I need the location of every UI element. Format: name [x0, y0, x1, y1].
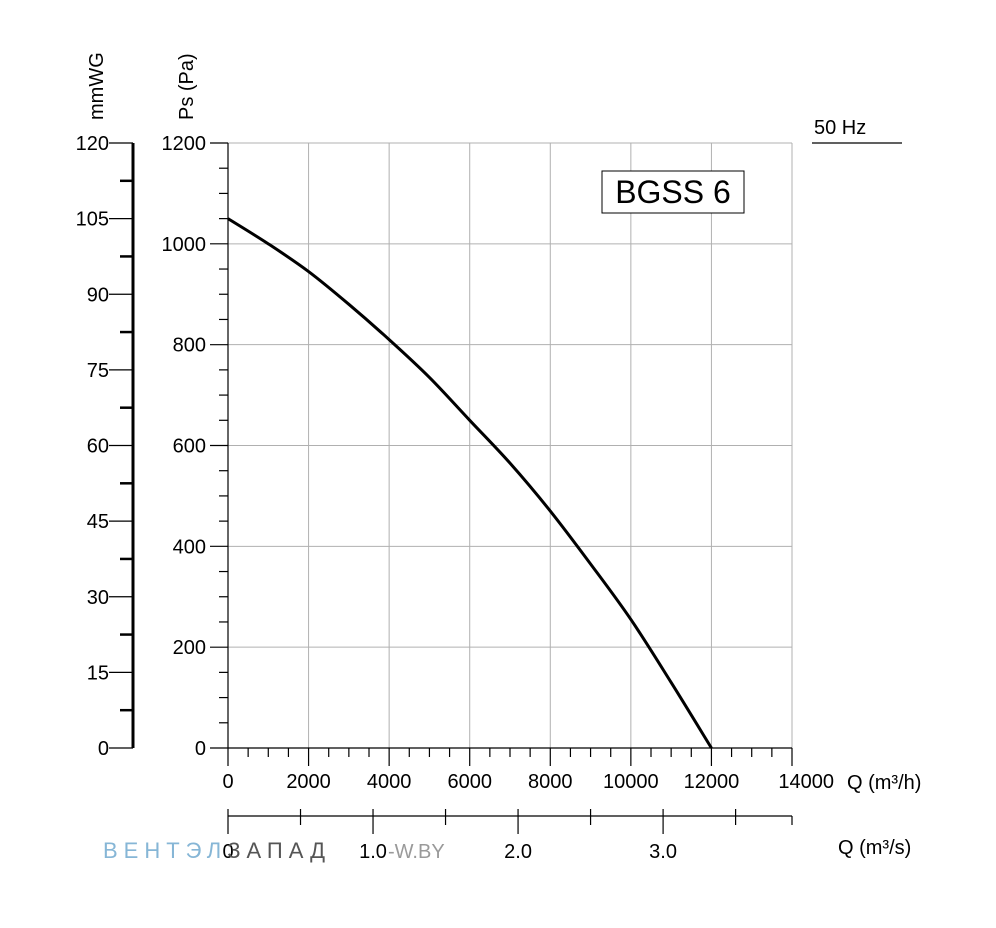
y-secondary-tick-label: 0 — [98, 738, 109, 760]
grid — [227, 142, 793, 749]
x-tick-label: 2000 — [286, 771, 331, 793]
y-secondary-tick-label: 60 — [87, 436, 109, 458]
frequency-label: 50 Hz — [814, 117, 866, 139]
x-tick-label: 10000 — [603, 771, 659, 793]
y-tick-label: 800 — [173, 335, 206, 357]
y-tick-label: 200 — [173, 637, 206, 659]
y-axis-title: Ps (Pa) — [176, 53, 198, 120]
x-tick-label: 0 — [222, 771, 233, 793]
x-tick-label: 4000 — [367, 771, 412, 793]
x-axis-secondary-title: Q (m³/s) — [838, 837, 911, 859]
y-secondary-tick-label: 30 — [87, 587, 109, 609]
y-tick-label: 400 — [173, 536, 206, 558]
y-tick-label: 1000 — [162, 234, 207, 256]
x-secondary-tick-label: 1.0 — [359, 841, 387, 863]
y-secondary-tick-label: 75 — [87, 360, 109, 382]
y-secondary-tick-label: 90 — [87, 284, 109, 306]
tick-labels: 0200400600800100012000153045607590105120… — [76, 133, 834, 863]
x-tick-label: 12000 — [684, 771, 740, 793]
watermark-brand-part1: ВЕНТЭЛ — [103, 838, 227, 863]
model-badge-label: BGSS 6 — [615, 174, 731, 210]
x-axis-title: Q (m³/h) — [847, 772, 921, 794]
series-line-curve — [227, 217, 713, 749]
x-secondary-tick-label: 2.0 — [504, 841, 532, 863]
series — [227, 217, 713, 749]
x-tick-label: 8000 — [528, 771, 573, 793]
y-tick-label: 1200 — [162, 133, 207, 155]
y-axis-secondary-title: mmWG — [86, 52, 108, 120]
model-badge-frame — [601, 170, 745, 214]
watermark-brand: ВЕНТЭЛЗАПАД — [103, 838, 331, 863]
watermark-site: -W.BY — [388, 841, 445, 863]
x-secondary-tick-label: 3.0 — [649, 841, 677, 863]
x-tick-label: 14000 — [778, 771, 834, 793]
x-tick-label: 6000 — [447, 771, 492, 793]
y-secondary-tick-label: 15 — [87, 662, 109, 684]
x-secondary-tick-label: 0 — [222, 841, 233, 863]
y-secondary-tick-label: 120 — [76, 133, 109, 155]
watermark-brand-part2: ЗАПАД — [227, 838, 331, 863]
y-tick-label: 600 — [173, 436, 206, 458]
y-secondary-tick-label: 105 — [76, 209, 109, 231]
y-secondary-tick-label: 45 — [87, 511, 109, 533]
ticks — [109, 142, 793, 834]
y-tick-label: 0 — [195, 738, 206, 760]
